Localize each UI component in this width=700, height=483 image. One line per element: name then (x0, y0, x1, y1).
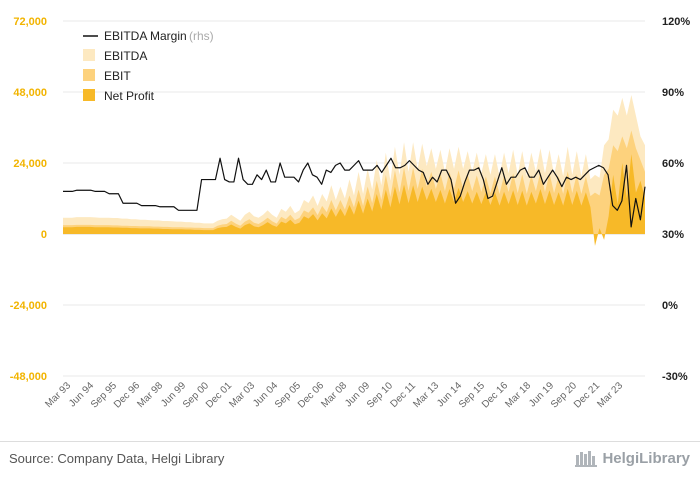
x-tick-label: Mar 18 (503, 380, 533, 410)
legend-net-label: Net Profit (104, 89, 155, 103)
legend-ebitda-label: EBITDA (104, 49, 147, 63)
footer: Source: Company Data, Helgi Library Helg… (0, 441, 700, 483)
legend-ebit-swatch (83, 69, 95, 81)
y-right-tick-label: -30% (662, 371, 688, 383)
y-left-tick-label: 72,000 (13, 16, 47, 28)
library-icon (575, 451, 598, 467)
net-profit-area (63, 154, 645, 246)
x-tick-label: Mar 93 (43, 380, 73, 410)
legend: EBITDA Margin (rhs) EBITDA EBIT Net Prof… (83, 29, 214, 103)
y-right-tick-label: 60% (662, 158, 684, 170)
legend-margin-note: (rhs) (189, 29, 214, 43)
x-tick-label: Mar 03 (227, 380, 257, 410)
y-left-tick-label: -48,000 (10, 371, 47, 383)
y-right-tick-label: 120% (662, 16, 690, 28)
y-left-tick-label: -24,000 (10, 300, 47, 312)
y-left-tick-label: 0 (41, 229, 47, 241)
margin-line-layer (63, 157, 646, 228)
x-tick-label: Mar 13 (411, 380, 441, 410)
footer-divider (0, 441, 700, 442)
legend-ebitda-swatch (83, 49, 95, 61)
x-tick-label: Mar 23 (595, 380, 625, 410)
chart: -48,000 -24,000 0 24,000 48,000 72,000 -30% 0% 3… (10, 16, 691, 411)
legend-net-swatch (83, 89, 95, 101)
x-tick-label: Mar 08 (319, 380, 349, 410)
legend-ebit-label: EBIT (104, 69, 131, 83)
y-left-tick-label: 48,000 (13, 87, 47, 99)
source-note: Source: Company Data, Helgi Library (9, 451, 225, 466)
y-left-tick-label: 24,000 (13, 158, 47, 170)
ebitda-margin-line (63, 157, 646, 228)
x-tick-label: Mar 98 (135, 380, 165, 410)
legend-margin-label: EBITDA Margin (104, 29, 187, 43)
y-right-tick-label: 0% (662, 300, 678, 312)
area-series (63, 94, 645, 246)
y-right-tick-label: 90% (662, 87, 684, 99)
brand-name: HelgiLibrary (602, 449, 690, 467)
brand-logo: HelgiLibrary (575, 449, 690, 467)
y-right-tick-label: 30% (662, 229, 684, 241)
